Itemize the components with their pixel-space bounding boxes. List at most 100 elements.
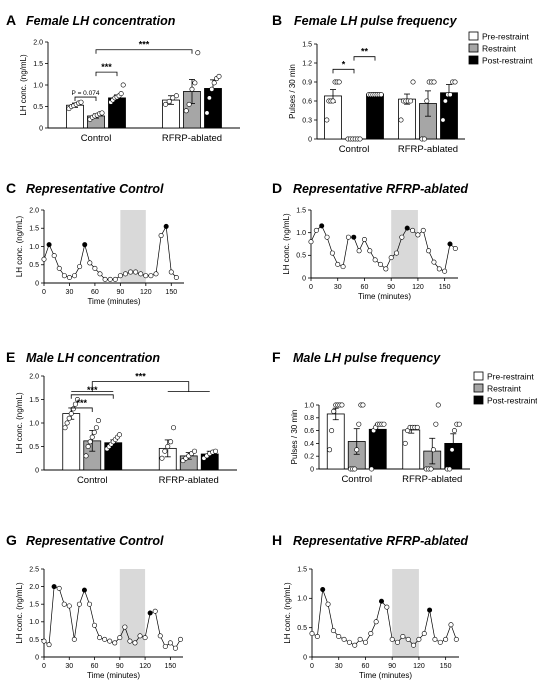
- bar: [402, 429, 421, 470]
- y-tick-label: 0.5: [29, 444, 39, 451]
- data-point: [70, 406, 76, 412]
- data-point: [421, 136, 427, 142]
- data-point: [186, 101, 192, 107]
- significance-bracket: [70, 394, 114, 399]
- data-point: [183, 108, 189, 114]
- data-point: [399, 234, 405, 240]
- data-point: [122, 624, 128, 630]
- data-point: [331, 408, 337, 414]
- y-tick-label: 0.5: [296, 253, 306, 260]
- data-point: [95, 418, 101, 424]
- pulse-peak-point: [81, 587, 87, 593]
- data-point: [85, 443, 91, 449]
- x-tick-label: 60: [91, 663, 99, 670]
- series-line: [311, 589, 457, 646]
- data-point: [71, 636, 77, 642]
- data-point: [168, 269, 174, 275]
- pulse-peak-point: [46, 242, 52, 248]
- data-point: [362, 639, 368, 645]
- y-tick-label: 0: [35, 467, 39, 474]
- data-point: [433, 421, 439, 427]
- x-tick-label: 30: [65, 663, 73, 670]
- pulse-peak-point: [404, 225, 410, 231]
- legend-label: Restraint: [487, 384, 522, 394]
- x-tick-label: 30: [334, 284, 342, 291]
- data-point: [361, 236, 367, 242]
- data-point: [410, 79, 416, 85]
- significance-label: *: [342, 59, 346, 69]
- x-tick-label: 120: [413, 663, 425, 670]
- data-point: [177, 636, 183, 642]
- pulse-peak-point: [163, 223, 169, 229]
- significance-label: P = 0.074: [72, 90, 100, 97]
- y-tick-label: 2.0: [29, 373, 39, 380]
- data-point: [309, 631, 315, 637]
- data-point: [435, 402, 441, 408]
- data-point: [324, 117, 330, 123]
- data-point: [128, 269, 134, 275]
- data-point: [346, 639, 352, 645]
- y-tick-label: 1.5: [296, 207, 306, 214]
- data-point: [329, 250, 335, 256]
- y-tick-label: 0.5: [29, 262, 39, 269]
- data-point: [107, 276, 113, 282]
- data-point: [428, 466, 434, 472]
- y-tick-label: 1.2: [302, 60, 312, 67]
- x-tick-label: 90: [387, 284, 395, 291]
- data-point: [107, 638, 113, 644]
- x-category-label: RFRP-ablated: [159, 475, 219, 486]
- x-axis-label: Time (minutes): [359, 671, 412, 680]
- data-point: [426, 248, 432, 254]
- y-tick-label: 2.0: [29, 207, 39, 214]
- y-tick-label: 0.4: [304, 441, 314, 448]
- data-point: [189, 86, 195, 92]
- data-point: [170, 95, 176, 101]
- data-point: [449, 447, 455, 453]
- x-tick-label: 0: [42, 289, 46, 296]
- data-point: [166, 98, 172, 104]
- data-point: [452, 79, 458, 85]
- data-point: [137, 633, 143, 639]
- y-axis-label: LH conc. (ng/mL): [15, 215, 24, 277]
- data-point: [102, 276, 108, 282]
- panel-label: F: [272, 349, 281, 365]
- x-tick-label: 120: [412, 284, 424, 291]
- panel-title: Representative Control: [26, 182, 164, 196]
- data-point: [56, 585, 62, 591]
- data-point: [162, 448, 168, 454]
- y-tick-label: 1.0: [29, 420, 39, 427]
- data-point: [41, 256, 47, 262]
- data-point: [424, 98, 430, 104]
- data-point: [66, 415, 72, 421]
- y-tick-label: 0.5: [33, 104, 43, 111]
- panel-title: Male LH concentration: [26, 351, 160, 365]
- x-tick-label: 60: [362, 663, 370, 670]
- data-point: [437, 639, 443, 645]
- y-tick-label: 0: [308, 136, 312, 143]
- data-point: [330, 628, 336, 634]
- x-category-label: RFRP-ablated: [402, 474, 462, 485]
- x-tick-label: 150: [439, 284, 451, 291]
- x-tick-label: 90: [116, 663, 124, 670]
- y-tick-label: 1.5: [33, 61, 43, 68]
- significance-label: **: [361, 47, 369, 57]
- data-point: [93, 425, 99, 431]
- pulse-peak-point: [51, 584, 57, 590]
- data-point: [377, 261, 383, 267]
- data-point: [345, 234, 351, 240]
- panel-b: B Female LH pulse frequency 0 0.3 0.6 0.9 1.2 1…: [272, 12, 533, 155]
- panel-g: G Representative Control 0 0.5 1.0 1.5 2.0 2.5 L…: [6, 532, 183, 680]
- x-tick-label: 150: [165, 663, 177, 670]
- panel-label: B: [272, 12, 282, 28]
- data-point: [324, 234, 330, 240]
- data-point: [440, 117, 446, 123]
- significance-label: ***: [76, 398, 87, 408]
- data-point: [87, 439, 93, 445]
- pulse-peak-point: [351, 234, 357, 240]
- data-point: [56, 265, 62, 271]
- significance-bracket: [353, 56, 376, 61]
- data-point: [158, 233, 164, 239]
- data-point: [167, 640, 173, 646]
- series-line: [310, 225, 456, 272]
- data-point: [97, 271, 103, 277]
